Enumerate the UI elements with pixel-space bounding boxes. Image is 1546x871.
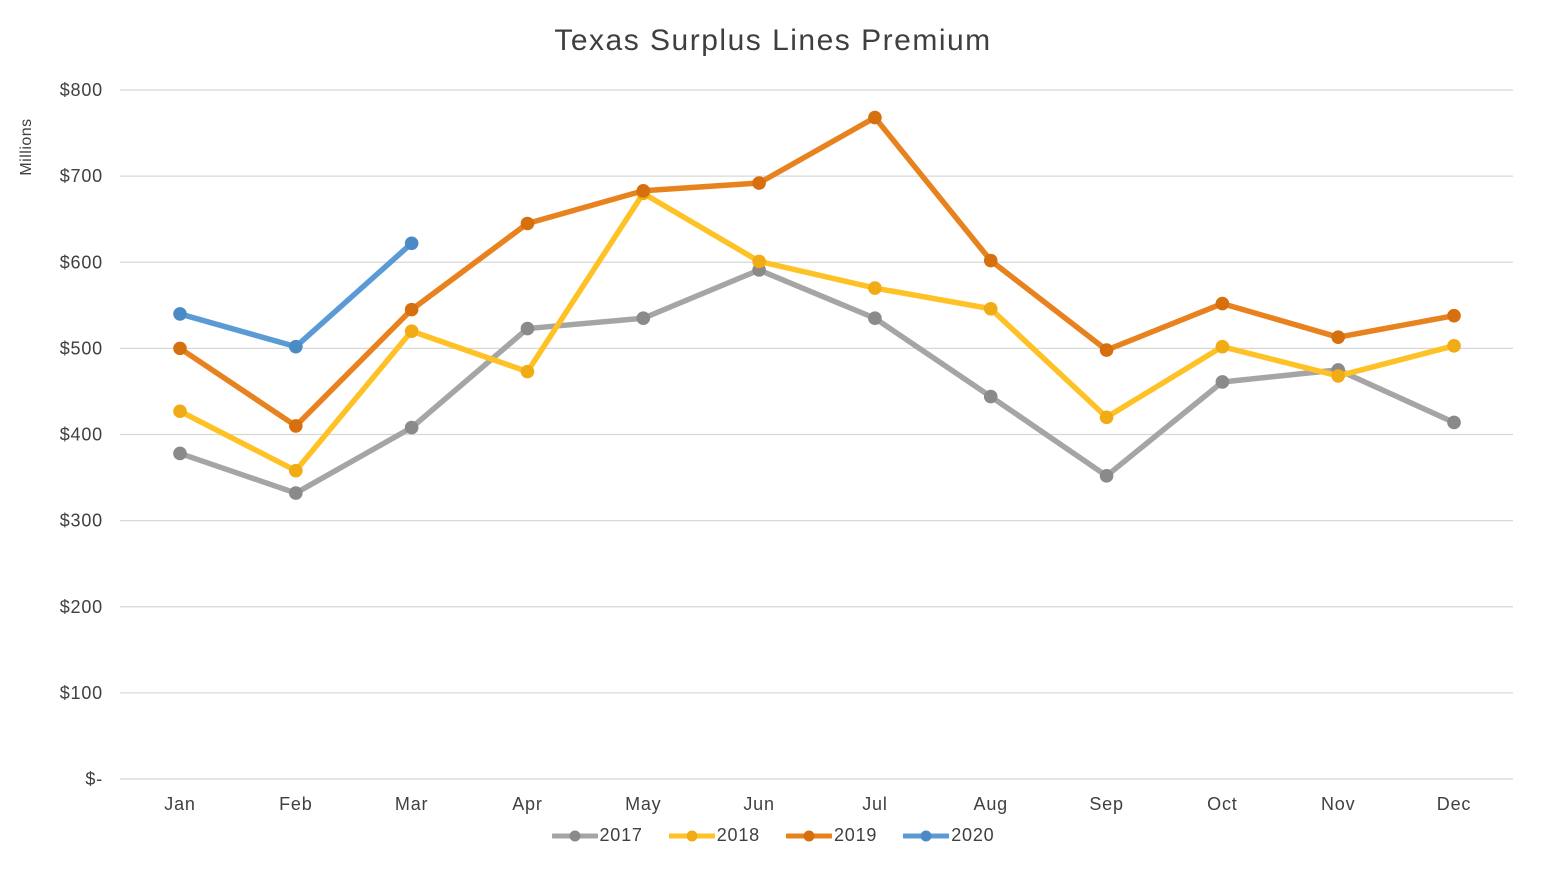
x-tick-label: Sep — [1089, 794, 1123, 814]
data-point-2019-Oct — [1215, 296, 1230, 311]
legend-marker-2020 — [903, 830, 950, 841]
x-tick-label: Jul — [862, 794, 887, 814]
data-point-2017-May — [636, 311, 651, 326]
legend-label-2019: 2019 — [834, 825, 878, 845]
data-point-2017-Jul — [868, 311, 882, 326]
x-tick-label: Jan — [164, 794, 195, 814]
data-point-2017-Oct — [1215, 375, 1230, 389]
x-tick-label: Apr — [512, 794, 542, 814]
data-point-2019-Jul — [868, 110, 882, 125]
data-point-2019-Nov — [1331, 330, 1345, 344]
y-tick-label: $200 — [60, 597, 103, 617]
data-point-2017-Jan — [173, 446, 187, 461]
data-point-2019-May — [636, 183, 651, 198]
legend-item-2017: 2017 — [551, 825, 643, 846]
data-point-2018-Dec — [1447, 338, 1461, 353]
series-line-2018 — [177, 190, 1457, 474]
data-point-2019-Aug — [983, 253, 998, 268]
legend-item-2019: 2019 — [786, 825, 877, 846]
series-line-2020 — [177, 240, 415, 350]
legend-item-2018: 2018 — [668, 825, 760, 846]
data-point-2017-Mar — [404, 420, 419, 435]
data-point-2019-Sep — [1099, 343, 1114, 357]
data-point-2020-Mar — [404, 236, 419, 251]
y-tick-label: $600 — [60, 252, 103, 272]
data-point-2018-Feb — [289, 463, 303, 478]
y-tick-label: $100 — [60, 683, 103, 703]
data-point-2017-Feb — [289, 486, 303, 500]
data-point-2017-Sep — [1099, 469, 1114, 483]
legend-label-2020: 2020 — [951, 825, 995, 845]
data-point-2018-Jul — [868, 281, 882, 295]
data-point-2017-Aug — [983, 389, 998, 404]
data-point-2018-Jan — [173, 404, 187, 419]
legend-label-2017: 2017 — [599, 825, 643, 845]
data-point-2018-Apr — [520, 364, 535, 379]
data-point-2018-Mar — [404, 324, 419, 338]
x-tick-label: Mar — [395, 794, 428, 814]
legend-label-2018: 2018 — [716, 825, 760, 845]
data-point-2019-Feb — [289, 419, 303, 433]
series-line-2017 — [177, 267, 1457, 496]
data-point-2018-Oct — [1215, 339, 1230, 354]
x-tick-label: May — [625, 794, 661, 814]
y-tick-label: $700 — [60, 166, 103, 186]
data-point-2018-Nov — [1331, 369, 1345, 383]
chart-title: Texas Surplus Lines Premium — [554, 24, 992, 57]
y-tick-label: $300 — [60, 511, 103, 531]
y-tick-label: $500 — [60, 338, 103, 358]
legend-marker-2018 — [668, 830, 715, 841]
chart-legend: 2017 2018 2019 2020 — [0, 825, 1546, 846]
legend-marker-2017 — [551, 830, 598, 841]
data-point-2019-Dec — [1447, 308, 1461, 323]
data-point-2019-Mar — [404, 302, 419, 317]
data-point-2020-Jan — [173, 307, 187, 321]
data-point-2018-Aug — [983, 301, 998, 316]
x-tick-label: Aug — [974, 794, 1008, 814]
y-tick-label: $- — [85, 769, 103, 789]
y-tick-label: $400 — [60, 425, 103, 445]
series-line-2019 — [177, 114, 1457, 429]
data-point-2019-Jun — [752, 176, 766, 190]
data-point-2017-Apr — [520, 321, 535, 336]
data-point-2018-Jun — [752, 254, 766, 269]
data-point-2018-Sep — [1099, 410, 1114, 425]
x-tick-label: Nov — [1321, 794, 1355, 814]
data-point-2019-Jan — [173, 341, 187, 356]
legend-item-2020: 2020 — [903, 825, 994, 846]
x-tick-label: Dec — [1437, 794, 1471, 814]
data-point-2020-Feb — [289, 339, 303, 354]
x-tick-label: Oct — [1207, 794, 1237, 814]
x-tick-label: Feb — [279, 794, 312, 814]
legend-marker-2019 — [786, 830, 832, 841]
data-point-2017-Dec — [1447, 415, 1461, 430]
data-point-2019-Apr — [520, 216, 535, 231]
x-tick-label: Jun — [743, 794, 774, 814]
y-tick-label: $800 — [60, 80, 103, 100]
